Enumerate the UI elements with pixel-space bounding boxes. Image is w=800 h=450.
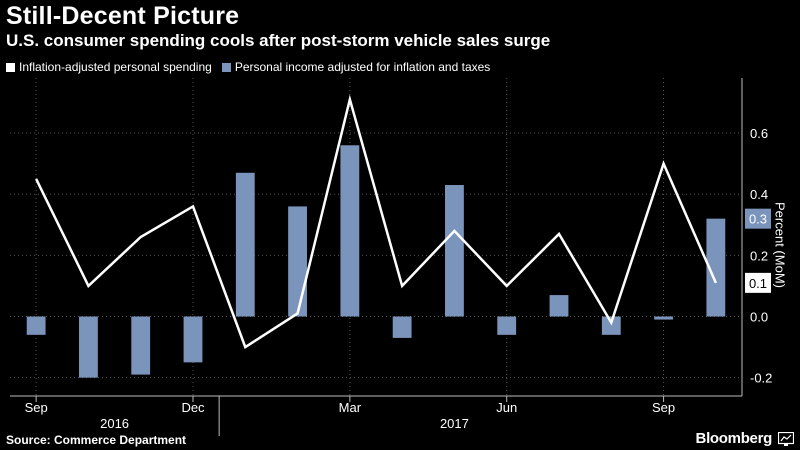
legend-item-spending: Inflation-adjusted personal spending <box>6 60 212 74</box>
chart-subtitle: U.S. consumer spending cools after post-… <box>6 31 551 50</box>
x-tick-label: Sep <box>25 400 48 415</box>
source-note: Source: Commerce Department <box>6 433 187 447</box>
income-bar <box>79 316 98 378</box>
income-bar <box>601 316 621 335</box>
income-last-value-tag <box>745 208 771 229</box>
income-bar <box>340 145 360 317</box>
x-tick-label: Mar <box>339 400 362 415</box>
year-label: 2017 <box>440 416 469 431</box>
income-bar <box>706 218 726 317</box>
y-tick-label: 0.0 <box>750 310 768 325</box>
x-tick-label: Sep <box>652 400 675 415</box>
legend-label-income: Personal income adjusted for inflation a… <box>234 60 491 74</box>
income-bar <box>235 172 255 317</box>
spending-last-value-label: 0.1 <box>749 276 767 291</box>
y-axis-label: Percent (MoM) <box>772 202 788 288</box>
year-label: 2016 <box>100 416 129 431</box>
income-last-value-label: 0.3 <box>749 212 767 227</box>
income-bar <box>654 316 673 320</box>
income-bar <box>445 185 464 317</box>
chart-title: Still-Decent Picture <box>6 2 240 30</box>
income-bar <box>497 316 517 335</box>
bloomberg-terminal-icon <box>778 432 794 446</box>
income-bar <box>131 316 151 375</box>
spending-last-value-tag <box>745 272 771 293</box>
y-tick-label: 0.6 <box>750 126 768 141</box>
brand-logo: Bloomberg <box>695 430 773 447</box>
income-bar <box>392 316 412 338</box>
legend-swatch-income <box>221 62 231 72</box>
legend-item-income: Personal income adjusted for inflation a… <box>221 60 491 74</box>
income-bar <box>549 295 569 317</box>
x-tick-label: Jun <box>496 400 517 415</box>
spending-line <box>35 94 718 349</box>
legend-label-spending: Inflation-adjusted personal spending <box>19 60 212 74</box>
y-tick-label: -0.2 <box>750 371 772 386</box>
x-tick-label: Dec <box>181 400 205 415</box>
y-tick-label: 0.4 <box>750 187 768 202</box>
income-bar <box>183 316 203 363</box>
income-bar <box>288 206 307 317</box>
income-bar <box>26 316 46 335</box>
legend: Inflation-adjusted personal spending Per… <box>6 60 500 74</box>
legend-swatch-spending <box>6 62 15 72</box>
y-tick-label: 0.2 <box>750 248 768 263</box>
